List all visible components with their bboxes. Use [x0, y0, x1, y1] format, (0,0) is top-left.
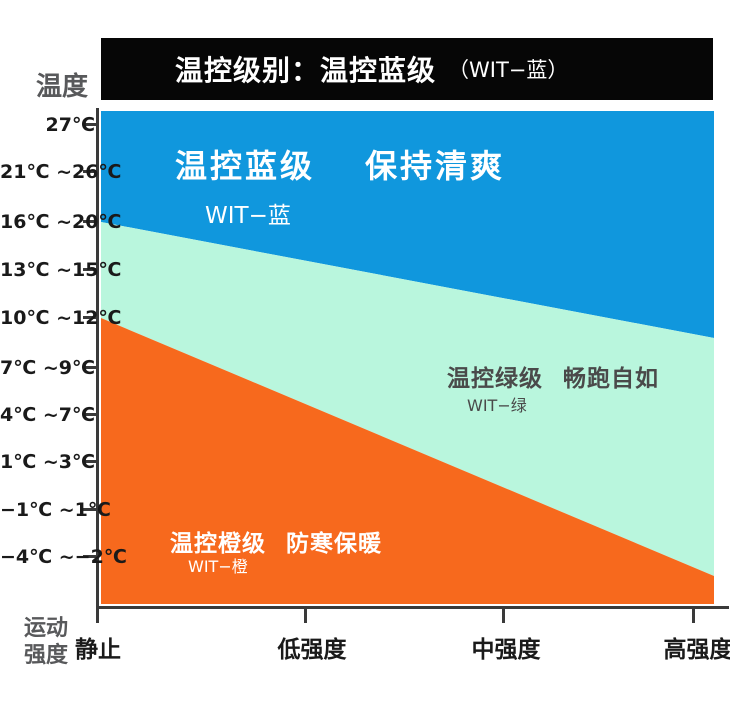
- x-tick-label: 低强度: [277, 637, 347, 663]
- y-tick-label: 21℃ ~26℃: [0, 161, 122, 183]
- x-axis-line: [96, 606, 729, 609]
- y-tick-label: 13℃ ~15℃: [0, 259, 122, 281]
- x-tick-label: 中强度: [471, 637, 541, 663]
- y-tick-label: −1℃ ~1℃: [0, 499, 111, 521]
- y-tick-label: 27℃: [45, 114, 95, 136]
- zone-green-tagline: 畅跑自如: [563, 366, 659, 392]
- x-tick-label: 静止: [75, 637, 121, 663]
- zone-orange-label: 温控橙级: [170, 531, 266, 557]
- y-tick-mark: [83, 170, 98, 173]
- y-axis-line: [96, 108, 99, 623]
- y-tick-label: 10℃ ~12℃: [0, 307, 122, 329]
- zone-green-area: [101, 222, 714, 576]
- y-tick-mark: [83, 123, 98, 126]
- y-tick-mark: [83, 366, 98, 369]
- page-title: 温控级别：温控蓝级: [175, 54, 437, 87]
- x-axis-title-line1: 运动: [23, 616, 68, 641]
- zones-chart: [101, 111, 714, 604]
- zone-orange-tagline: 防寒保暖: [286, 531, 382, 557]
- y-tick-mark: [83, 508, 98, 511]
- x-axis-title: 运动 强度: [18, 615, 74, 669]
- y-tick-label: 7℃ ~9℃: [0, 357, 95, 379]
- zone-orange-code: WIT−橙: [188, 557, 248, 576]
- y-tick-label: 4℃ ~7℃: [0, 404, 95, 426]
- zone-blue-label: 温控蓝级: [175, 147, 316, 185]
- x-tick-mark: [502, 606, 505, 623]
- x-tick-label: 高强度: [663, 637, 730, 663]
- zone-green-label: 温控绿级: [447, 366, 543, 392]
- x-tick-mark: [692, 606, 695, 623]
- y-tick-mark: [83, 460, 98, 463]
- y-tick-mark: [83, 316, 98, 319]
- plot-area: 温控蓝级 保持清爽 WIT−蓝 温控绿级 畅跑自如 WIT−绿 温控橙级 防寒保…: [101, 111, 714, 604]
- zone-blue-heading: 温控蓝级 保持清爽: [175, 141, 505, 187]
- zone-orange-area: [101, 318, 714, 604]
- zone-blue-code: WIT−蓝: [205, 203, 291, 229]
- y-tick-mark: [83, 220, 98, 223]
- y-tick-label: 16℃ ~20℃: [0, 211, 122, 233]
- y-tick-mark: [83, 555, 98, 558]
- y-axis-title: 温度: [36, 72, 89, 102]
- y-tick-mark: [83, 413, 98, 416]
- zone-blue-tagline: 保持清爽: [365, 147, 506, 185]
- y-tick-label: 1℃ ~3℃: [0, 451, 95, 473]
- zone-green-code: WIT−绿: [467, 396, 527, 415]
- y-tick-label: −4℃ ~−2℃: [0, 546, 127, 568]
- title-bar: 温控级别：温控蓝级 （WIT−蓝）: [101, 38, 713, 100]
- zone-orange-heading: 温控橙级 防寒保暖: [170, 524, 382, 558]
- y-tick-mark: [83, 268, 98, 271]
- x-tick-mark: [304, 606, 307, 623]
- page-title-code: （WIT−蓝）: [448, 58, 569, 82]
- x-axis-title-line2: 强度: [23, 643, 68, 668]
- zone-green-heading: 温控绿级 畅跑自如: [447, 359, 659, 393]
- zone-blue-area: [101, 111, 714, 338]
